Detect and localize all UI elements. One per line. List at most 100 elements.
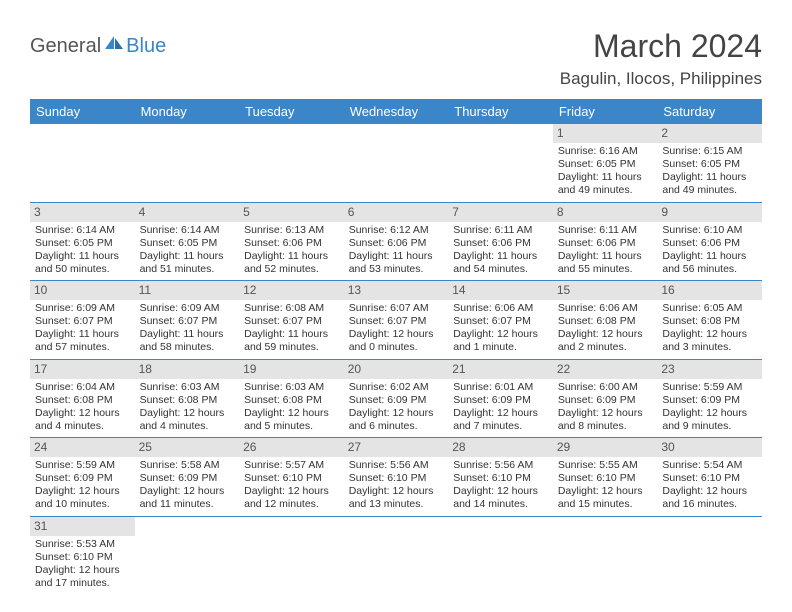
- sunrise-text: Sunrise: 6:04 AM: [35, 381, 130, 394]
- calendar-cell: 20Sunrise: 6:02 AMSunset: 6:09 PMDayligh…: [344, 359, 449, 438]
- calendar-cell: [448, 124, 553, 202]
- day-number: 10: [30, 281, 135, 300]
- calendar-cell: [553, 516, 658, 594]
- sunset-text: Sunset: 6:10 PM: [349, 472, 444, 485]
- sunset-text: Sunset: 6:05 PM: [558, 158, 653, 171]
- sunset-text: Sunset: 6:05 PM: [140, 237, 235, 250]
- daylight-text: Daylight: 11 hours and 49 minutes.: [662, 171, 757, 197]
- sunset-text: Sunset: 6:10 PM: [662, 472, 757, 485]
- daylight-text: Daylight: 12 hours and 14 minutes.: [453, 485, 548, 511]
- day-number: 16: [657, 281, 762, 300]
- calendar-cell: 24Sunrise: 5:59 AMSunset: 6:09 PMDayligh…: [30, 438, 135, 517]
- sunrise-text: Sunrise: 6:09 AM: [140, 302, 235, 315]
- logo: General Blue: [30, 28, 166, 58]
- sail-icon: [103, 34, 125, 58]
- daylight-text: Daylight: 11 hours and 54 minutes.: [453, 250, 548, 276]
- calendar-cell: 3Sunrise: 6:14 AMSunset: 6:05 PMDaylight…: [30, 202, 135, 281]
- sunrise-text: Sunrise: 6:14 AM: [35, 224, 130, 237]
- calendar-cell: 29 Sunrise: 5:55 AMSunset: 6:10 PMDayligh…: [553, 438, 658, 517]
- day-number: 29: [553, 438, 658, 457]
- sunset-text: Sunset: 6:07 PM: [140, 315, 235, 328]
- daylight-text: Daylight: 12 hours and 5 minutes.: [244, 407, 339, 433]
- sunset-text: Sunset: 6:09 PM: [140, 472, 235, 485]
- day-number: 25: [135, 438, 240, 457]
- calendar-cell: 7Sunrise: 6:11 AMSunset: 6:06 PMDaylight…: [448, 202, 553, 281]
- sunset-text: Sunset: 6:06 PM: [662, 237, 757, 250]
- calendar-cell: [135, 516, 240, 594]
- daylight-text: Daylight: 12 hours and 13 minutes.: [349, 485, 444, 511]
- day-number: 31: [30, 517, 135, 536]
- sunrise-text: Sunrise: 6:16 AM: [558, 145, 653, 158]
- daylight-text: Daylight: 12 hours and 1 minute.: [453, 328, 548, 354]
- page-title: March 2024: [560, 28, 762, 65]
- calendar-cell: 5Sunrise: 6:13 AMSunset: 6:06 PMDaylight…: [239, 202, 344, 281]
- daylight-text: Daylight: 12 hours and 15 minutes.: [558, 485, 653, 511]
- sunrise-text: Sunrise: 6:00 AM: [558, 381, 653, 394]
- day-number: 4: [135, 203, 240, 222]
- sunset-text: Sunset: 6:05 PM: [35, 237, 130, 250]
- day-number: 7: [448, 203, 553, 222]
- daylight-text: Daylight: 12 hours and 12 minutes.: [244, 485, 339, 511]
- daylight-text: Daylight: 12 hours and 17 minutes.: [35, 564, 130, 590]
- day-number: 2: [657, 124, 762, 143]
- sunrise-text: Sunrise: 6:11 AM: [558, 224, 653, 237]
- sunrise-text: Sunrise: 6:14 AM: [140, 224, 235, 237]
- sunrise-text: Sunrise: 5:56 AM: [453, 459, 548, 472]
- daylight-text: Daylight: 12 hours and 7 minutes.: [453, 407, 548, 433]
- sunrise-text: Sunrise: 6:15 AM: [662, 145, 757, 158]
- calendar-cell: 8Sunrise: 6:11 AMSunset: 6:06 PMDaylight…: [553, 202, 658, 281]
- sunset-text: Sunset: 6:10 PM: [558, 472, 653, 485]
- calendar-cell: 11Sunrise: 6:09 AMSunset: 6:07 PMDayligh…: [135, 281, 240, 360]
- day-number: 21: [448, 360, 553, 379]
- day-number: 1: [553, 124, 658, 143]
- day-number: 19: [239, 360, 344, 379]
- daylight-text: Daylight: 12 hours and 2 minutes.: [558, 328, 653, 354]
- day-number: 11: [135, 281, 240, 300]
- calendar-cell: 6Sunrise: 6:12 AMSunset: 6:06 PMDaylight…: [344, 202, 449, 281]
- day-number: 17: [30, 360, 135, 379]
- daylight-text: Daylight: 11 hours and 55 minutes.: [558, 250, 653, 276]
- daylight-text: Daylight: 11 hours and 53 minutes.: [349, 250, 444, 276]
- calendar-cell: 16Sunrise: 6:05 AMSunset: 6:08 PMDayligh…: [657, 281, 762, 360]
- calendar-cell: 13Sunrise: 6:07 AMSunset: 6:07 PMDayligh…: [344, 281, 449, 360]
- sunrise-text: Sunrise: 5:58 AM: [140, 459, 235, 472]
- calendar-cell: 21Sunrise: 6:01 AMSunset: 6:09 PMDayligh…: [448, 359, 553, 438]
- weekday-header: Tuesday: [239, 99, 344, 124]
- calendar-cell: 17Sunrise: 6:04 AMSunset: 6:08 PMDayligh…: [30, 359, 135, 438]
- daylight-text: Daylight: 11 hours and 51 minutes.: [140, 250, 235, 276]
- daylight-text: Daylight: 11 hours and 56 minutes.: [662, 250, 757, 276]
- daylight-text: Daylight: 12 hours and 4 minutes.: [140, 407, 235, 433]
- calendar-cell: 25Sunrise: 5:58 AMSunset: 6:09 PMDayligh…: [135, 438, 240, 517]
- sunrise-text: Sunrise: 6:06 AM: [558, 302, 653, 315]
- sunset-text: Sunset: 6:09 PM: [453, 394, 548, 407]
- calendar-cell: 4 Sunrise: 6:14 AMSunset: 6:05 PMDaylight…: [135, 202, 240, 281]
- logo-text-general: General: [30, 35, 101, 58]
- daylight-text: Daylight: 11 hours and 57 minutes.: [35, 328, 130, 354]
- day-number: 20: [344, 360, 449, 379]
- weekday-header: Saturday: [657, 99, 762, 124]
- calendar-cell: [448, 516, 553, 594]
- calendar-cell: 15Sunrise: 6:06 AMSunset: 6:08 PMDayligh…: [553, 281, 658, 360]
- calendar-cell: [657, 516, 762, 594]
- sunrise-text: Sunrise: 6:05 AM: [662, 302, 757, 315]
- calendar-cell: 27Sunrise: 5:56 AMSunset: 6:10 PMDayligh…: [344, 438, 449, 517]
- sunset-text: Sunset: 6:05 PM: [662, 158, 757, 171]
- calendar-cell: [135, 124, 240, 202]
- calendar-cell: 9Sunrise: 6:10 AMSunset: 6:06 PMDaylight…: [657, 202, 762, 281]
- daylight-text: Daylight: 11 hours and 49 minutes.: [558, 171, 653, 197]
- sunset-text: Sunset: 6:09 PM: [349, 394, 444, 407]
- sunset-text: Sunset: 6:09 PM: [558, 394, 653, 407]
- sunrise-text: Sunrise: 5:55 AM: [558, 459, 653, 472]
- daylight-text: Daylight: 12 hours and 4 minutes.: [35, 407, 130, 433]
- calendar-cell: 26Sunrise: 5:57 AMSunset: 6:10 PMDayligh…: [239, 438, 344, 517]
- day-number: 15: [553, 281, 658, 300]
- sunrise-text: Sunrise: 6:07 AM: [349, 302, 444, 315]
- sunrise-text: Sunrise: 6:09 AM: [35, 302, 130, 315]
- sunrise-text: Sunrise: 5:54 AM: [662, 459, 757, 472]
- calendar-cell: 31Sunrise: 5:53 AMSunset: 6:10 PMDayligh…: [30, 516, 135, 594]
- calendar-week: 24Sunrise: 5:59 AMSunset: 6:09 PMDayligh…: [30, 438, 762, 517]
- day-number: 12: [239, 281, 344, 300]
- day-number: 13: [344, 281, 449, 300]
- calendar-cell: [344, 516, 449, 594]
- sunset-text: Sunset: 6:09 PM: [662, 394, 757, 407]
